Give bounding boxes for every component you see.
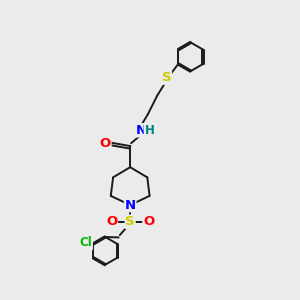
Text: O: O <box>100 137 111 150</box>
Text: S: S <box>125 215 135 228</box>
Text: N: N <box>124 199 136 212</box>
Text: Cl: Cl <box>80 236 92 250</box>
Text: N: N <box>136 124 147 137</box>
Text: S: S <box>162 71 171 84</box>
Text: O: O <box>143 215 154 228</box>
Text: H: H <box>144 124 154 137</box>
Text: O: O <box>106 215 117 228</box>
